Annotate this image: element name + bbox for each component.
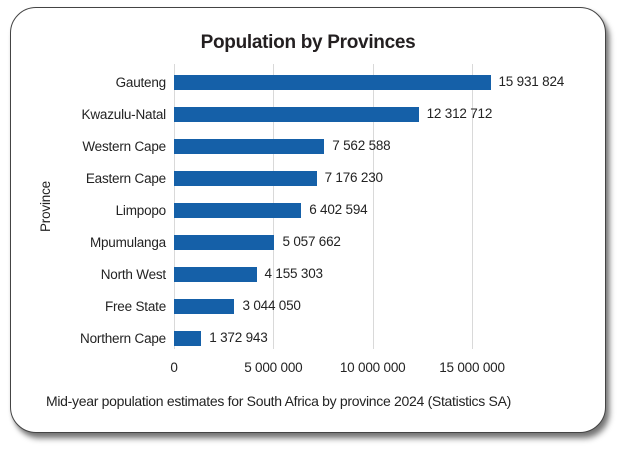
x-tick-label: 15 000 000 — [439, 360, 505, 375]
category-label: Kwazulu-Natal — [81, 106, 167, 122]
bar-row: Eastern Cape 7 176 230 — [11, 162, 591, 194]
value-label: 5 057 662 — [282, 234, 341, 249]
gridline — [472, 64, 473, 349]
value-label: 7 176 230 — [324, 170, 383, 185]
category-label: Limpopo — [115, 202, 167, 218]
bar-rows: Gauteng 15 931 824 Kwazulu-Natal 12 312 712… — [11, 66, 591, 354]
value-label: 3 044 050 — [242, 298, 301, 313]
x-tick-label: 0 — [170, 360, 178, 375]
category-label: Eastern Cape — [85, 170, 166, 186]
category-label: Free State — [104, 298, 166, 314]
bar-row: Gauteng 15 931 824 — [11, 66, 591, 98]
value-label: 7 562 588 — [332, 138, 391, 153]
bar — [174, 106, 419, 122]
bar-row: Northern Cape 1 372 943 — [11, 322, 591, 354]
bar-track: 3 044 050 — [174, 290, 591, 322]
bar-row: Western Cape 7 562 588 — [11, 130, 591, 162]
value-label: 15 931 824 — [498, 74, 565, 89]
y-axis-label: Province — [38, 181, 53, 232]
category-label: Northern Cape — [80, 330, 166, 346]
bar-row: North West 4 155 303 — [11, 258, 591, 290]
bar-track: 7 562 588 — [174, 130, 591, 162]
category-label: Mpumulanga — [89, 234, 166, 250]
plot-area: Gauteng 15 931 824 Kwazulu-Natal 12 312 712… — [11, 8, 605, 432]
category-label: Western Cape — [82, 138, 166, 154]
bar — [174, 202, 302, 218]
bar — [174, 170, 317, 186]
chart-title: Population by Provinces — [200, 32, 416, 53]
bar — [174, 74, 491, 90]
bar — [174, 234, 275, 250]
value-label: 1 372 943 — [209, 330, 268, 345]
bar — [174, 298, 235, 314]
bar-track: 1 372 943 — [174, 322, 591, 354]
bar — [174, 266, 257, 282]
bar-row: Kwazulu-Natal 12 312 712 — [11, 98, 591, 130]
bar-row: Free State 3 044 050 — [11, 290, 591, 322]
category-label: Gauteng — [115, 74, 167, 90]
x-tick-label: 10 000 000 — [339, 360, 406, 375]
bar-row: Mpumulanga 5 057 662 — [11, 226, 591, 258]
category-label: North West — [100, 266, 166, 282]
value-label: 12 312 712 — [426, 106, 493, 121]
x-tick-label: 5 000 000 — [244, 360, 303, 375]
bar-track: 15 931 824 — [174, 66, 591, 98]
bar-track: 12 312 712 — [174, 98, 591, 130]
gridline — [372, 64, 374, 349]
chart-caption: Mid-year population estimates for South … — [46, 393, 511, 409]
bar — [174, 138, 325, 154]
value-label: 6 402 594 — [309, 202, 368, 217]
bar-track: 7 176 230 — [174, 162, 591, 194]
bar-track: 6 402 594 — [174, 194, 591, 226]
bar-track: 5 057 662 — [174, 226, 591, 258]
x-axis-ticks: 0 5 000 000 10 000 000 15 000 000 — [11, 360, 591, 378]
chart-card: Population by Provinces Gauteng 15 931 82… — [10, 7, 606, 433]
bar-track: 4 155 303 — [174, 258, 591, 290]
value-label: 4 155 303 — [264, 266, 323, 281]
bar-row: Limpopo 6 402 594 — [11, 194, 591, 226]
bar — [174, 330, 202, 346]
